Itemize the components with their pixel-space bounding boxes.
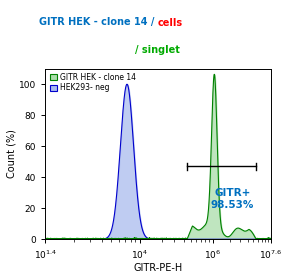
Text: / singlet: / singlet — [135, 45, 180, 55]
Text: GITR HEK - clone 14 /: GITR HEK - clone 14 / — [39, 18, 158, 28]
X-axis label: GITR-PE-H: GITR-PE-H — [133, 263, 182, 273]
Y-axis label: Count (%): Count (%) — [6, 130, 16, 178]
Legend: GITR HEK - clone 14, HEK293- neg: GITR HEK - clone 14, HEK293- neg — [47, 70, 139, 95]
Text: GITR+: GITR+ — [214, 188, 251, 198]
Text: cells: cells — [158, 18, 183, 28]
Text: 98.53%: 98.53% — [211, 200, 254, 210]
